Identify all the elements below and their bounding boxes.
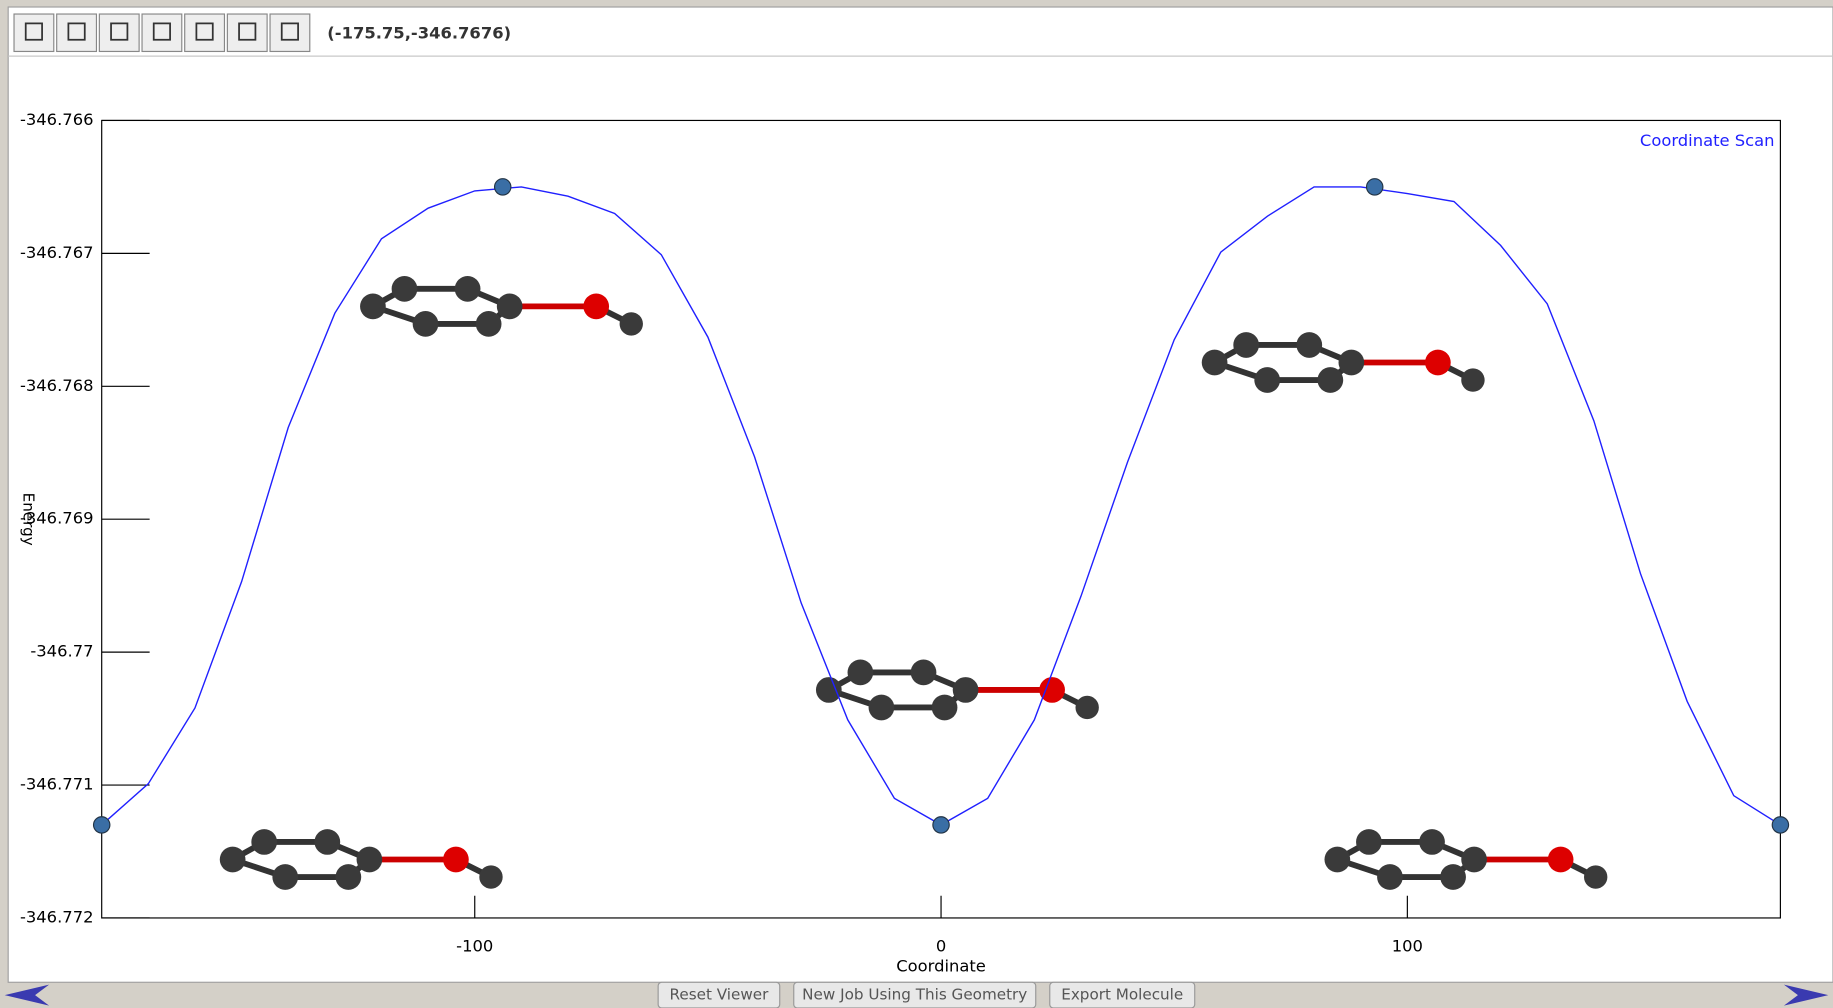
action-button-label: New Job Using This Geometry: [802, 986, 1027, 1004]
toolbar: [14, 14, 310, 51]
atom: [1356, 829, 1382, 855]
atom: [1233, 332, 1259, 358]
y-tick-label: -346.769: [20, 509, 94, 528]
atom: [1324, 847, 1350, 873]
atom: [1339, 350, 1365, 376]
page: (-175.75,-346.7676) Coordinate Scan Coor…: [0, 0, 1833, 1008]
x-tick-label: -100: [456, 937, 493, 956]
atom: [1440, 864, 1466, 890]
atom: [357, 847, 383, 873]
x-axis-label: Coordinate: [896, 957, 986, 976]
atom: [911, 660, 937, 686]
atom: [1317, 367, 1343, 393]
atom: [392, 276, 418, 302]
carbon-atom: [479, 865, 502, 888]
toolbar-button[interactable]: [57, 14, 97, 51]
scan-point[interactable]: [94, 817, 110, 833]
atom: [314, 829, 340, 855]
oxygen-atom: [443, 847, 469, 873]
legend-entry: Coordinate Scan: [1640, 131, 1775, 150]
x-tick-label: 0: [936, 937, 946, 956]
atom: [816, 677, 842, 703]
plot-area: [102, 120, 1781, 918]
carbon-atom: [1075, 696, 1098, 719]
atom: [1461, 847, 1487, 873]
oxygen-atom: [1425, 350, 1451, 376]
toolbar-button[interactable]: [227, 14, 267, 51]
toolbar-button[interactable]: [185, 14, 225, 51]
atom: [220, 847, 246, 873]
atom: [1202, 350, 1228, 376]
scan-point[interactable]: [933, 817, 949, 833]
atom: [476, 311, 502, 337]
y-tick-label: -346.772: [20, 907, 94, 926]
toolbar-button[interactable]: [99, 14, 139, 51]
action-button-label: Reset Viewer: [670, 986, 770, 1004]
toolbar-button[interactable]: [142, 14, 182, 51]
atom: [932, 695, 958, 721]
scan-point[interactable]: [495, 179, 511, 195]
bottom-bar: Reset Viewer New Job Using This Geometry E…: [658, 982, 1195, 1008]
x-tick-label: 100: [1392, 937, 1423, 956]
carbon-atom: [620, 312, 643, 335]
atom: [455, 276, 481, 302]
toolbar-button[interactable]: [270, 14, 310, 51]
oxygen-atom: [1039, 677, 1065, 703]
coordinate-readout: (-175.75,-346.7676): [327, 23, 511, 42]
carbon-atom: [1584, 865, 1607, 888]
atom: [1296, 332, 1322, 358]
atom: [272, 864, 298, 890]
atom: [1377, 864, 1403, 890]
scan-point[interactable]: [1772, 817, 1788, 833]
atom: [497, 294, 523, 320]
y-tick-label: -346.767: [20, 243, 94, 262]
y-tick-label: -346.77: [30, 642, 93, 661]
y-tick-label: -346.768: [20, 376, 94, 395]
app-window: (-175.75,-346.7676) Coordinate Scan Coor…: [0, 0, 1833, 1008]
atom: [1254, 367, 1280, 393]
atom: [1419, 829, 1445, 855]
atom: [869, 695, 895, 721]
carbon-atom: [1461, 368, 1484, 391]
oxygen-atom: [1548, 847, 1574, 873]
atom: [336, 864, 362, 890]
action-button-label: Export Molecule: [1061, 986, 1183, 1004]
atom: [251, 829, 277, 855]
atom: [848, 660, 874, 686]
y-tick-label: -346.771: [20, 775, 94, 794]
y-tick-label: -346.766: [20, 110, 94, 129]
atom: [413, 311, 439, 337]
oxygen-atom: [583, 294, 609, 320]
toolbar-button[interactable]: [14, 14, 54, 51]
atom: [953, 677, 979, 703]
atom: [360, 294, 386, 320]
scan-point[interactable]: [1367, 179, 1383, 195]
